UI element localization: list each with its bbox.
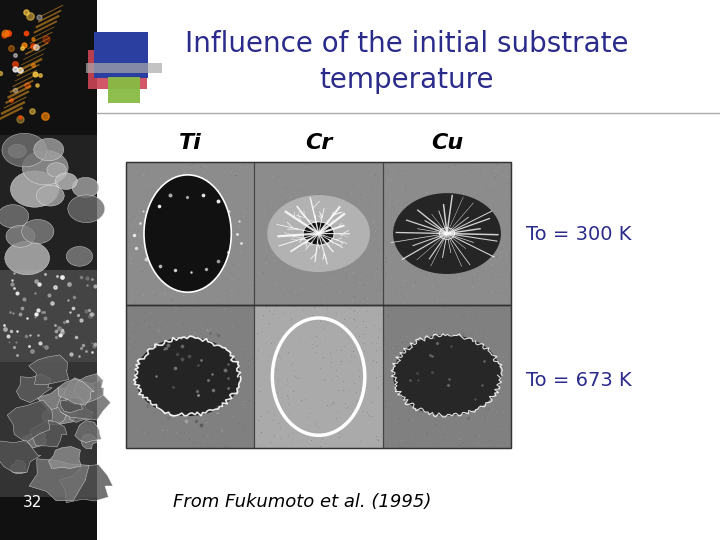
Circle shape (66, 246, 93, 266)
Circle shape (393, 335, 501, 416)
Polygon shape (10, 460, 27, 474)
Bar (88, 50, 148, 89)
Circle shape (22, 219, 54, 244)
Text: To = 300 K: To = 300 K (526, 225, 631, 245)
Bar (86, 63, 162, 73)
Bar (254, 162, 383, 305)
Circle shape (5, 241, 50, 275)
Circle shape (34, 138, 64, 161)
Circle shape (2, 133, 47, 167)
Text: To = 673 K: To = 673 K (526, 371, 631, 390)
Circle shape (8, 144, 27, 158)
Polygon shape (29, 355, 69, 384)
Polygon shape (56, 381, 111, 420)
Circle shape (0, 205, 29, 228)
Bar (126, 162, 511, 305)
Circle shape (6, 225, 35, 247)
Bar (126, 305, 254, 448)
Bar (383, 305, 511, 448)
Bar (254, 305, 383, 448)
Bar (0, 270, 97, 362)
Polygon shape (37, 387, 84, 425)
Circle shape (267, 195, 370, 272)
Polygon shape (60, 397, 84, 413)
Bar (254, 305, 383, 448)
Polygon shape (29, 459, 89, 501)
Text: Influence of the initial substrate
temperature: Influence of the initial substrate tempe… (185, 30, 629, 94)
Bar (383, 162, 511, 305)
Circle shape (37, 185, 64, 206)
Circle shape (10, 171, 59, 207)
Bar (383, 305, 511, 448)
Circle shape (135, 337, 240, 416)
Circle shape (393, 193, 501, 274)
Text: Cu: Cu (431, 133, 463, 153)
Circle shape (439, 228, 455, 239)
Bar (0, 497, 97, 540)
Circle shape (68, 195, 105, 222)
Text: Cr: Cr (305, 133, 333, 153)
Bar (254, 305, 383, 448)
Polygon shape (7, 400, 53, 442)
Polygon shape (63, 401, 94, 422)
Circle shape (22, 150, 68, 185)
Polygon shape (23, 431, 47, 448)
Bar (126, 162, 254, 305)
Text: 32: 32 (23, 495, 42, 510)
Circle shape (55, 173, 77, 190)
Polygon shape (30, 420, 67, 447)
Polygon shape (75, 421, 102, 443)
Polygon shape (17, 374, 53, 403)
Circle shape (303, 222, 334, 245)
Bar (0, 362, 97, 497)
Bar (126, 162, 254, 305)
Bar (0, 135, 97, 270)
Bar (0, 0, 97, 540)
Polygon shape (60, 464, 113, 503)
Bar (94, 32, 148, 78)
Polygon shape (65, 378, 94, 405)
Text: From Fukumoto et al. (1995): From Fukumoto et al. (1995) (174, 493, 431, 511)
Polygon shape (48, 447, 81, 469)
Polygon shape (58, 379, 94, 405)
Bar (126, 305, 254, 448)
Bar (108, 77, 140, 103)
Ellipse shape (144, 175, 231, 292)
Text: Ti: Ti (179, 133, 202, 153)
Polygon shape (81, 434, 98, 449)
Bar (383, 162, 511, 305)
Polygon shape (0, 440, 41, 472)
Bar (126, 305, 511, 448)
Circle shape (72, 178, 99, 198)
Circle shape (47, 163, 66, 177)
Bar (0, 0, 97, 135)
Polygon shape (74, 374, 104, 403)
Bar (254, 162, 383, 305)
Polygon shape (42, 408, 67, 425)
